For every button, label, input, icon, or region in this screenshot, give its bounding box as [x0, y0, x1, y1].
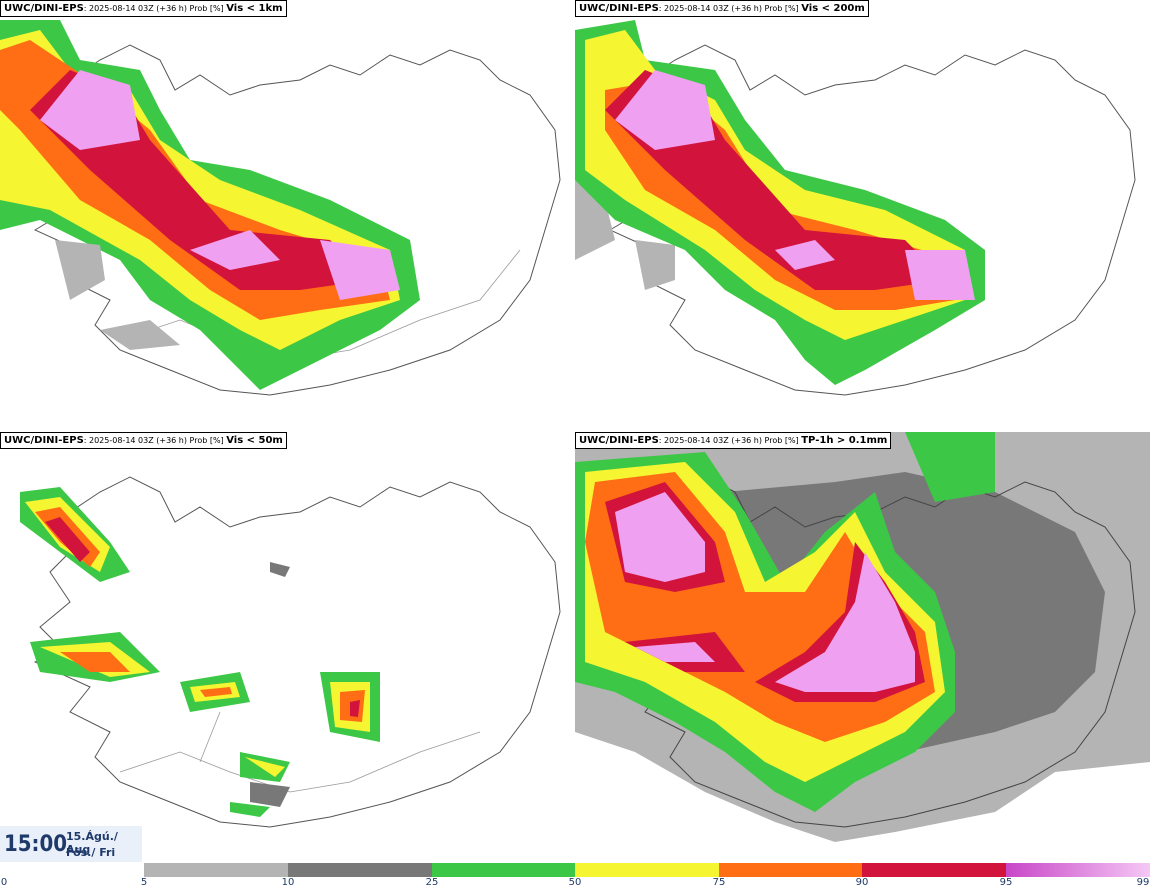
prob-orange — [35, 507, 365, 722]
colorbar-segment-1 — [144, 863, 288, 877]
variable-name: Vis < 200m — [801, 3, 865, 14]
variable-name: TP-1h > 0.1mm — [801, 435, 888, 446]
model-name: UWC/DINI-EPS — [4, 435, 84, 446]
prob-pink — [40, 70, 400, 300]
iceland-map — [575, 20, 1136, 396]
map-panel-vis-1km: UWC/DINI-EPS: 2025-08-14 03Z (+36 h) Pro… — [0, 0, 575, 430]
iceland-map — [20, 476, 561, 828]
panel-title: UWC/DINI-EPS: 2025-08-14 03Z (+36 h) Pro… — [575, 0, 869, 17]
colorbar-tick: 99 — [1136, 877, 1150, 888]
colorbar-segment-7 — [1006, 863, 1150, 877]
valid-day: Fös./ Fri — [66, 846, 116, 859]
coastline — [33, 476, 561, 828]
colorbar-tick: 0 — [0, 877, 8, 888]
colorbar-segment-4 — [575, 863, 719, 877]
run-info: : 2025-08-14 03Z (+36 h) Prob [%] — [658, 4, 802, 13]
panel-title: UWC/DINI-EPS: 2025-08-14 03Z (+36 h) Pro… — [0, 0, 287, 17]
model-name: UWC/DINI-EPS — [579, 435, 659, 446]
prob-red — [45, 517, 360, 717]
map-panel-vis-200m: UWC/DINI-EPS: 2025-08-14 03Z (+36 h) Pro… — [575, 0, 1150, 430]
valid-date: 15.Ágú./ Aug — [66, 830, 118, 856]
prob-green — [20, 487, 380, 817]
colorbar-segment-6 — [862, 863, 1006, 877]
run-info: : 2025-08-14 03Z (+36 h) Prob [%] — [83, 436, 227, 445]
colorbar: 0 5 10 25 50 75 90 95 99 — [0, 862, 1150, 891]
colorbar-segment-3 — [432, 863, 575, 877]
colorbar-tick: 90 — [855, 877, 869, 888]
colorbar-tick: 50 — [568, 877, 582, 888]
colorbar-segment-2 — [288, 863, 432, 877]
run-info: : 2025-08-14 03Z (+36 h) Prob [%] — [83, 4, 227, 13]
prob-grey — [575, 180, 675, 290]
prob-grey — [250, 562, 290, 807]
colorbar-tick: 95 — [999, 877, 1013, 888]
prob-grey — [55, 240, 180, 350]
panel-title: UWC/DINI-EPS: 2025-08-14 03Z (+36 h) Pro… — [0, 432, 287, 449]
run-info: : 2025-08-14 03Z (+36 h) Prob [%] — [658, 436, 802, 445]
model-name: UWC/DINI-EPS — [4, 3, 84, 14]
variable-name: Vis < 1km — [226, 3, 283, 14]
iceland-map — [0, 20, 561, 396]
prob-pink — [615, 70, 975, 300]
colorbar-segment-5 — [719, 863, 862, 877]
model-name: UWC/DINI-EPS — [579, 3, 659, 14]
map-panel-precip: UWC/DINI-EPS: 2025-08-14 03Z (+36 h) Pro… — [575, 432, 1150, 862]
colorbar-tick: 25 — [425, 877, 439, 888]
panel-title: UWC/DINI-EPS: 2025-08-14 03Z (+36 h) Pro… — [575, 432, 892, 449]
prob-pink — [615, 492, 915, 692]
valid-hour: 15:00 — [4, 832, 68, 857]
variable-name: Vis < 50m — [226, 435, 283, 446]
colorbar-tick: 75 — [712, 877, 726, 888]
iceland-map — [575, 432, 1150, 842]
valid-time-box: 15:00 15.Ágú./ Aug Fös./ Fri — [0, 826, 142, 864]
map-panel-vis-50m: UWC/DINI-EPS: 2025-08-14 03Z (+36 h) Pro… — [0, 432, 575, 862]
colorbar-tick: 5 — [140, 877, 148, 888]
colorbar-tick: 10 — [281, 877, 295, 888]
roads — [119, 711, 481, 793]
